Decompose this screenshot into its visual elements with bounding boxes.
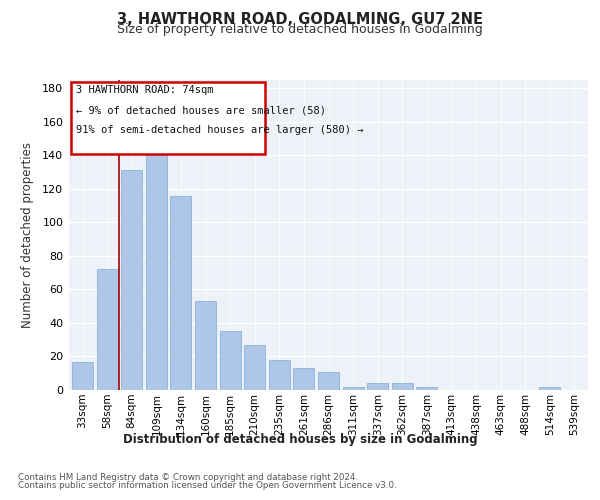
Bar [318,372,339,390]
FancyBboxPatch shape [71,82,265,154]
Text: Contains public sector information licensed under the Open Government Licence v3: Contains public sector information licen… [18,482,397,490]
Bar [269,360,290,390]
Bar [539,386,560,390]
Bar [195,301,216,390]
Text: 91% of semi-detached houses are larger (580) →: 91% of semi-detached houses are larger (… [76,125,364,135]
Bar [416,386,437,390]
Bar [343,386,364,390]
Bar [293,368,314,390]
Text: ← 9% of detached houses are smaller (58): ← 9% of detached houses are smaller (58) [76,105,326,115]
Text: 3 HAWTHORN ROAD: 74sqm: 3 HAWTHORN ROAD: 74sqm [76,85,214,95]
Text: Distribution of detached houses by size in Godalming: Distribution of detached houses by size … [122,432,478,446]
Text: 3, HAWTHORN ROAD, GODALMING, GU7 2NE: 3, HAWTHORN ROAD, GODALMING, GU7 2NE [117,12,483,28]
Bar [72,362,93,390]
Bar [170,196,191,390]
Bar [392,384,413,390]
Y-axis label: Number of detached properties: Number of detached properties [21,142,34,328]
Bar [220,332,241,390]
Bar [244,345,265,390]
Text: Size of property relative to detached houses in Godalming: Size of property relative to detached ho… [117,22,483,36]
Text: Contains HM Land Registry data © Crown copyright and database right 2024.: Contains HM Land Registry data © Crown c… [18,472,358,482]
Bar [367,384,388,390]
Bar [121,170,142,390]
Bar [146,142,167,390]
Bar [97,270,118,390]
